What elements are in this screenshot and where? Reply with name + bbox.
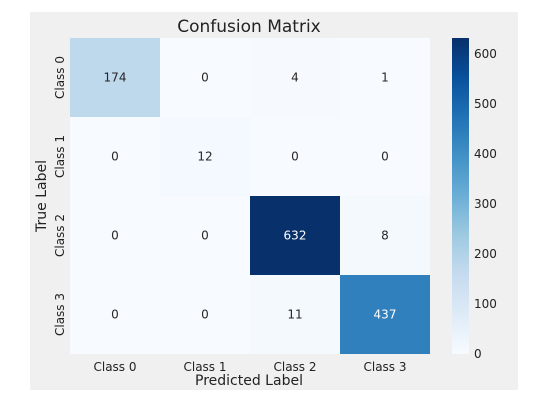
cell-value-r0-c2: 4: [291, 71, 299, 85]
cell-value-r3-c3: 437: [374, 308, 397, 322]
heatmap-cell-r0-c3: [340, 38, 430, 117]
cell-value-r2-c2: 632: [284, 229, 307, 243]
heatmap-cell-r1-c1: [160, 117, 250, 196]
heatmap-cell-r3-c1: [160, 275, 250, 354]
y-axis-label: True Label: [34, 160, 50, 233]
x-tick-labels: Class 0 Class 1 Class 2 Class 3: [93, 360, 406, 374]
cell-value-r1-c2: 0: [291, 150, 299, 164]
x-tick-label-2: Class 2: [273, 360, 316, 374]
x-axis-label: Predicted Label: [195, 373, 303, 389]
heatmap-cells: [70, 38, 430, 354]
heatmap-cell-r1-c2: [250, 117, 340, 196]
heatmap-cell-r3-c0: [70, 275, 160, 354]
heatmap-cell-r0-c1: [160, 38, 250, 117]
heatmap-cell-r3-c2: [250, 275, 340, 354]
cell-value-r0-c1: 0: [201, 71, 209, 85]
cell-value-r0-c0: 174: [104, 71, 127, 85]
colorbar-tick-label-4: 400: [474, 147, 497, 161]
heatmap-cell-r2-c1: [160, 196, 250, 275]
heatmap-cell-labels: 174 0 4 1 0 12 0 0 0 0 632 8 0 0 11 437: [104, 71, 397, 322]
cell-value-r1-c3: 0: [381, 150, 389, 164]
x-tick-label-1: Class 1: [183, 360, 226, 374]
y-tick-label-3: Class 3: [53, 293, 67, 336]
heatmap-cell-r2-c0: [70, 196, 160, 275]
heatmap-cell-r0-c2: [250, 38, 340, 117]
colorbar-tick-label-1: 100: [474, 297, 497, 311]
heatmap-cell-r1-c0: [70, 117, 160, 196]
colorbar-tick-labels: 0 100 200 300 400 500 600: [474, 47, 497, 361]
cell-value-r3-c0: 0: [111, 308, 119, 322]
colorbar-tick-label-3: 300: [474, 197, 497, 211]
cell-value-r2-c1: 0: [201, 229, 209, 243]
cell-value-r1-c1: 12: [197, 150, 212, 164]
heatmap-cell-r3-c3: [340, 275, 430, 354]
heatmap-cell-r0-c0: [70, 38, 160, 117]
x-tick-label-0: Class 0: [93, 360, 136, 374]
chart-title: Confusion Matrix: [177, 17, 321, 37]
cell-value-r0-c3: 1: [381, 71, 389, 85]
y-tick-label-2: Class 2: [53, 214, 67, 257]
cell-value-r1-c0: 0: [111, 150, 119, 164]
heatmap-cell-r2-c3: [340, 196, 430, 275]
y-tick-label-0: Class 0: [53, 56, 67, 99]
colorbar-tick-label-5: 500: [474, 97, 497, 111]
heatmap-cell-r2-c2: [250, 196, 340, 275]
colorbar-tick-label-6: 600: [474, 47, 497, 61]
y-tick-labels: Class 0 Class 1 Class 2 Class 3: [53, 56, 67, 336]
heatmap-cell-r1-c3: [340, 117, 430, 196]
cell-value-r3-c2: 11: [287, 308, 302, 322]
cell-value-r3-c1: 0: [201, 308, 209, 322]
colorbar-tick-label-0: 0: [474, 347, 482, 361]
y-tick-label-1: Class 1: [53, 135, 67, 178]
colorbar: [452, 38, 469, 354]
cell-value-r2-c0: 0: [111, 229, 119, 243]
x-tick-label-3: Class 3: [363, 360, 406, 374]
cell-value-r2-c3: 8: [381, 229, 389, 243]
colorbar-tick-label-2: 200: [474, 247, 497, 261]
